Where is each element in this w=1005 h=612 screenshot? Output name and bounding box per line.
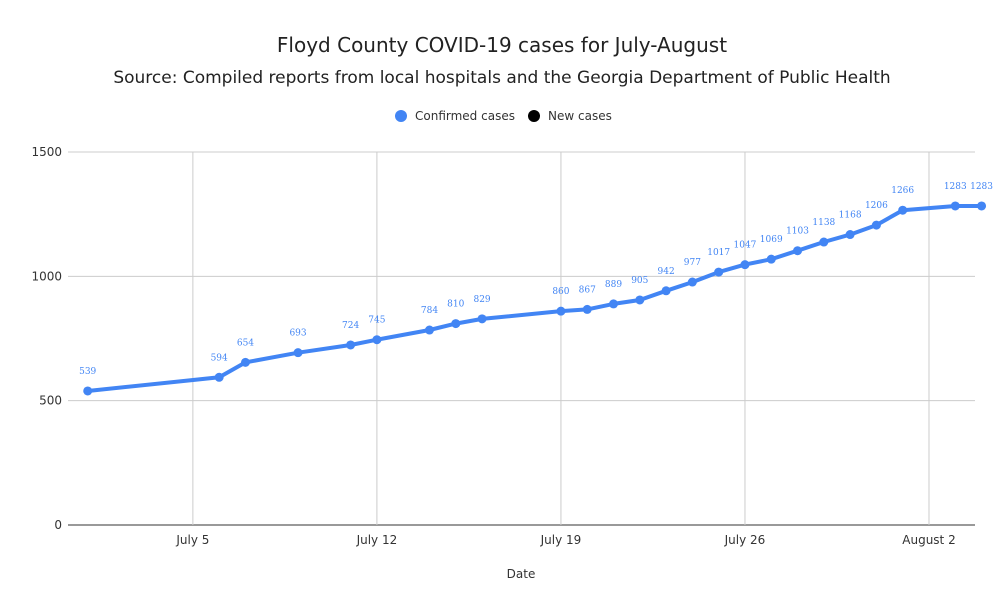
y-tick-label: 1500: [31, 145, 62, 159]
data-label-confirmed: 867: [579, 285, 596, 295]
chart-title: Floyd County COVID-19 cases for July-Aug…: [277, 33, 727, 57]
data-point-confirmed: [687, 277, 697, 287]
y-tick-label: 1000: [31, 269, 62, 283]
data-labels: 539 594 654 693 724 745 784 810 829 860 867 889 905 9…: [79, 182, 993, 377]
data-point-confirmed: [661, 286, 671, 296]
data-point-confirmed: [451, 319, 461, 329]
x-tick-label: July 12: [356, 533, 398, 547]
data-point-confirmed: [477, 314, 487, 324]
data-point-confirmed: [950, 201, 960, 211]
data-point-confirmed: [582, 304, 592, 314]
data-label-confirmed: 1103: [786, 227, 809, 237]
data-label-confirmed: 654: [237, 338, 254, 348]
data-point-confirmed: [766, 254, 776, 264]
data-label-confirmed: 810: [447, 300, 464, 310]
data-label-confirmed: 1266: [891, 186, 914, 196]
data-label-confirmed: 594: [211, 353, 228, 363]
data-label-confirmed: 1017: [707, 248, 730, 258]
x-tick-label: August 2: [902, 533, 955, 547]
data-label-confirmed: 1206: [865, 201, 888, 211]
gridlines: [68, 151, 975, 526]
data-point-confirmed: [609, 299, 619, 309]
data-point-confirmed: [424, 325, 434, 335]
y-tick-label: 0: [54, 518, 62, 532]
data-label-confirmed: 1168: [839, 211, 862, 221]
data-label-confirmed: 724: [342, 321, 359, 331]
chart-subtitle: Source: Compiled reports from local hosp…: [113, 68, 890, 88]
data-point-confirmed: [714, 267, 724, 277]
x-tick-label: July 19: [540, 533, 582, 547]
data-label-confirmed: 829: [473, 295, 490, 305]
data-label-confirmed: 1069: [760, 235, 783, 245]
data-point-confirmed: [346, 340, 356, 350]
data-label-confirmed: 1283: [944, 182, 967, 192]
x-tick-label: July 5: [175, 533, 209, 547]
data-point-confirmed: [372, 335, 382, 345]
data-label-confirmed: 693: [289, 329, 306, 339]
data-point-confirmed: [240, 357, 250, 367]
data-point-confirmed: [214, 372, 224, 382]
data-label-confirmed: 784: [421, 306, 438, 316]
data-label-confirmed: 860: [552, 287, 569, 297]
data-point-confirmed: [740, 260, 750, 270]
legend-marker-confirmed: [395, 110, 407, 122]
y-tick-label: 500: [39, 394, 62, 408]
data-point-confirmed: [793, 246, 803, 256]
data-point-confirmed: [556, 306, 566, 316]
data-point-confirmed: [293, 348, 303, 358]
data-point-confirmed: [83, 386, 93, 396]
data-point-confirmed: [819, 237, 829, 247]
data-label-confirmed: 977: [684, 258, 701, 268]
legend: Confirmed cases New cases: [395, 109, 612, 123]
data-point-confirmed: [845, 230, 855, 240]
data-label-confirmed: 1047: [734, 241, 757, 251]
data-point-confirmed: [977, 201, 987, 211]
data-point-confirmed: [871, 220, 881, 230]
legend-label-confirmed: Confirmed cases: [415, 109, 515, 123]
data-label-confirmed: 889: [605, 280, 622, 290]
x-axis-label: Date: [507, 567, 536, 581]
legend-label-new: New cases: [548, 109, 612, 123]
series: [83, 201, 987, 396]
axes: 0 500 1000 1500 July 5 July 12 July 19 July 26 A…: [31, 145, 955, 547]
data-label-confirmed: 539: [79, 367, 96, 377]
data-label-confirmed: 745: [368, 316, 385, 326]
data-point-confirmed: [898, 205, 908, 215]
x-tick-label: July 26: [724, 533, 766, 547]
data-label-confirmed: 1138: [812, 218, 835, 228]
data-label-confirmed: 942: [658, 267, 675, 277]
data-label-confirmed: 1283: [970, 182, 993, 192]
data-label-confirmed: 905: [631, 276, 648, 286]
data-point-confirmed: [635, 295, 645, 305]
legend-marker-new: [528, 110, 540, 122]
